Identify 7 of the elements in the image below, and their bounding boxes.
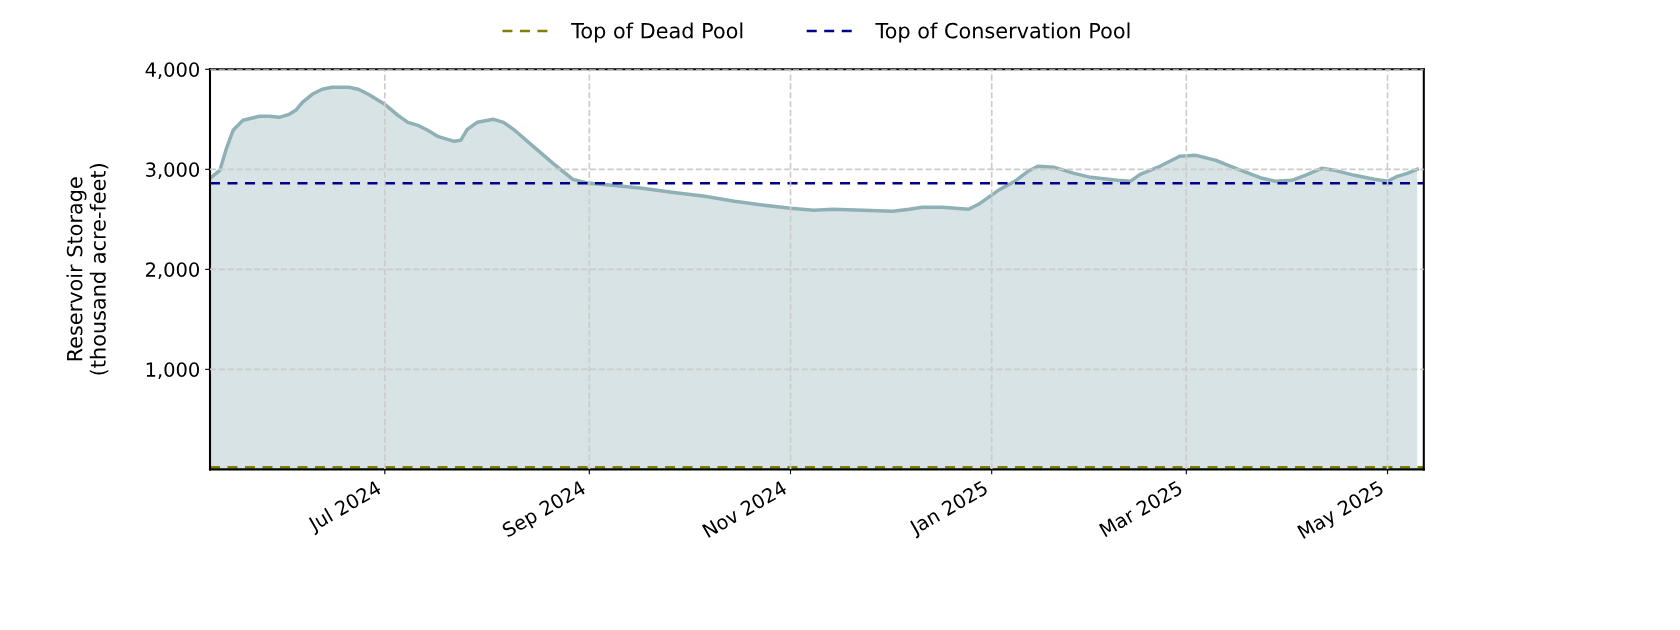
y-tick-label: 1,000 bbox=[146, 362, 199, 379]
legend-label: Top of Dead Pool bbox=[571, 22, 743, 43]
y-axis-title: Reservoir Storage (thousand acre-feet) bbox=[66, 164, 109, 375]
y-tick-label: 2,000 bbox=[146, 262, 199, 279]
legend-label: Top of Conservation Pool bbox=[875, 22, 1130, 43]
y-tick-label: 4,000 bbox=[145, 62, 199, 79]
y-tick-label: 3,000 bbox=[146, 162, 199, 179]
